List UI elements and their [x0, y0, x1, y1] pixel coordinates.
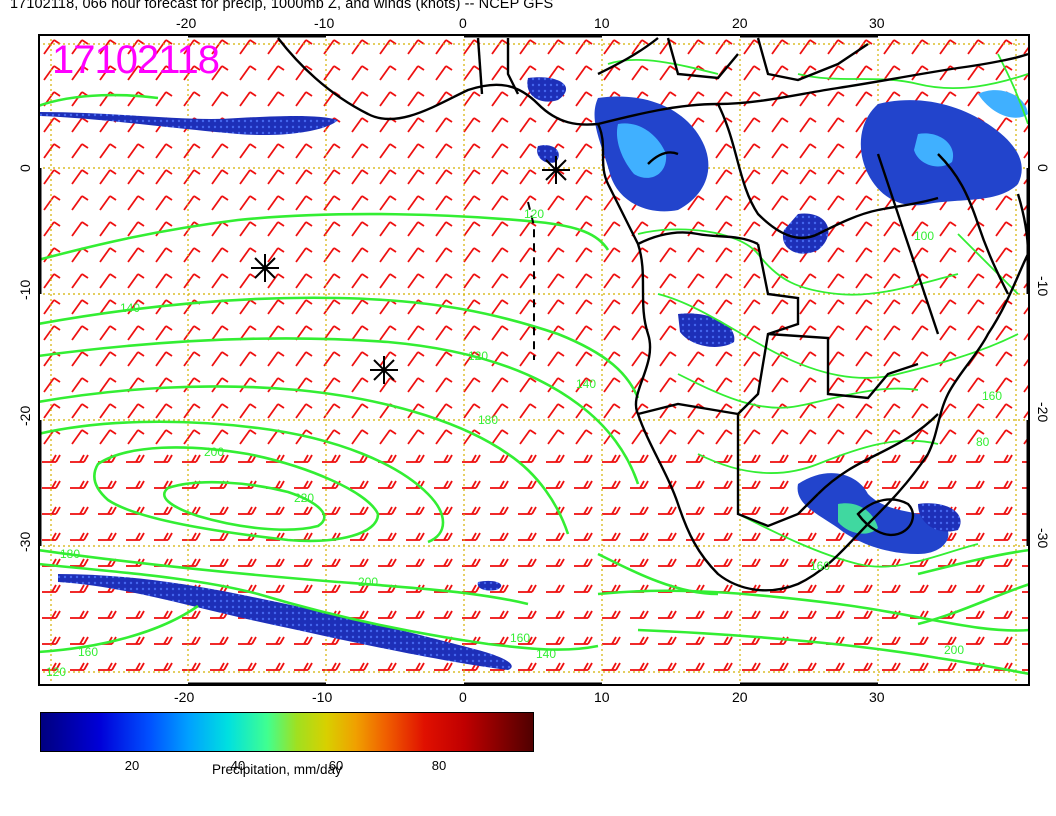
lon-tick-bottom: 20 — [732, 689, 748, 705]
contour-label: 100 — [914, 229, 934, 243]
lat-tick-right: -10 — [1035, 276, 1051, 296]
star-marker — [251, 254, 279, 282]
lat-tick-left: -10 — [17, 280, 33, 300]
frame-ticks — [38, 34, 1030, 686]
lat-tick-left: -20 — [17, 406, 33, 426]
star-marker — [542, 156, 570, 184]
lon-tick-bottom: 10 — [594, 689, 610, 705]
colorbar-tick: 20 — [124, 758, 140, 773]
contour-label: 160 — [510, 631, 530, 645]
lat-tick-left: 0 — [17, 164, 33, 172]
date-stamp: 17102118 — [52, 38, 220, 82]
map-canvas: 120 140 120 140 180 200 220 180 200 160 … — [38, 34, 1030, 686]
graticule — [38, 34, 1030, 686]
contour-label: 180 — [478, 413, 498, 427]
lon-tick-top: 0 — [459, 15, 467, 31]
colorbar-tick: 60 — [328, 758, 344, 773]
contour-label: 200 — [944, 643, 964, 657]
lat-tick-right: -20 — [1035, 402, 1051, 422]
land-contours — [607, 53, 1029, 568]
contour-label: 180 — [60, 547, 80, 561]
contour-label: 140 — [576, 377, 596, 391]
contour-label: 120 — [524, 207, 544, 221]
coastlines — [277, 37, 1030, 592]
colorbar-legend: 20 40 60 80 — [40, 712, 534, 773]
contour-label: 120 — [468, 349, 488, 363]
colorbar — [40, 712, 534, 752]
contour-label: 160 — [982, 389, 1002, 403]
lon-tick-top: -20 — [176, 15, 196, 31]
lon-tick-bottom: -20 — [174, 689, 194, 705]
precipitation-areas — [40, 77, 1028, 670]
contour-label: 200 — [204, 445, 224, 459]
dashed-line — [527, 201, 535, 360]
contour-label: 80 — [976, 435, 990, 449]
map-panel: 120 140 120 140 180 200 220 180 200 160 … — [38, 34, 1030, 686]
lon-tick-top: -10 — [314, 15, 334, 31]
lat-tick-right: -30 — [1035, 528, 1051, 548]
lon-tick-bottom: -10 — [312, 689, 332, 705]
lat-tick-right: 0 — [1035, 164, 1051, 172]
colorbar-tick: 40 — [230, 758, 246, 773]
colorbar-label: Precipitation, mm/day — [212, 762, 342, 777]
contour-label: 160 — [78, 645, 98, 659]
lon-tick-bottom: 0 — [459, 689, 467, 705]
lon-tick-bottom: 30 — [869, 689, 885, 705]
contour-label: 160 — [810, 559, 830, 573]
lon-tick-top: 30 — [869, 15, 885, 31]
lon-tick-top: 20 — [732, 15, 748, 31]
height-contours — [38, 93, 1030, 676]
contour-label: 220 — [294, 491, 314, 505]
lon-tick-top: 10 — [594, 15, 610, 31]
contour-label: 120 — [46, 665, 66, 679]
contour-label: 140 — [536, 647, 556, 661]
lat-tick-left: -30 — [17, 532, 33, 552]
star-markers — [251, 156, 570, 384]
contour-labels: 120 140 120 140 180 200 220 180 200 160 … — [46, 207, 1002, 679]
contour-label: 140 — [120, 301, 140, 315]
star-marker — [370, 356, 398, 384]
contour-label: 200 — [358, 575, 378, 589]
figure-title: 17102118, 066 hour forecast for precip, … — [10, 0, 554, 12]
colorbar-tick: 80 — [431, 758, 447, 773]
